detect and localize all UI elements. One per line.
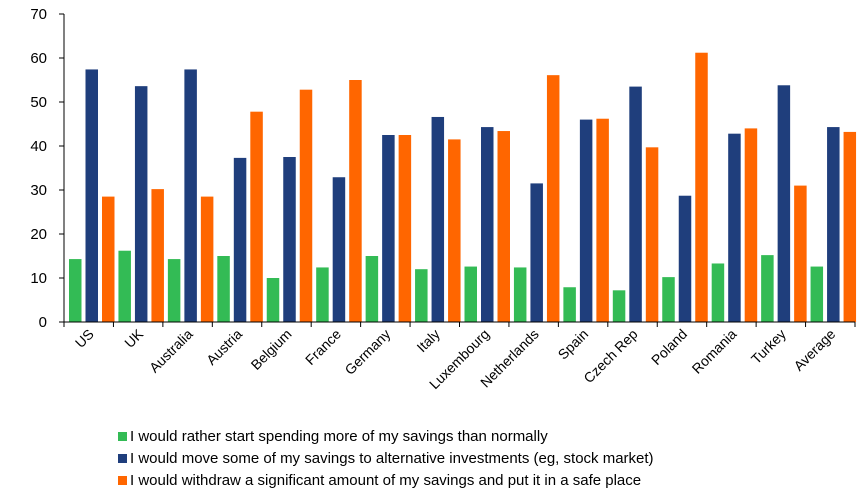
x-tick-label: France (302, 326, 344, 368)
x-tick-label: Austria (203, 326, 245, 368)
x-tick-label: US (72, 326, 97, 351)
bar (167, 259, 181, 322)
y-tick-label: 60 (30, 50, 47, 67)
x-tick-label: Czech Rep (580, 326, 640, 386)
bar (695, 52, 708, 322)
bar (497, 131, 510, 322)
bar (678, 195, 692, 322)
bar (645, 147, 659, 322)
legend-item: I would rather start spending more of my… (118, 425, 654, 447)
y-tick-label: 10 (30, 270, 47, 287)
x-tick-label: Italy (413, 326, 442, 355)
bar (761, 255, 774, 322)
x-tick-label: Turkey (748, 326, 789, 367)
y-tick-label: 30 (30, 182, 47, 199)
bar (118, 250, 131, 322)
bar (711, 263, 725, 322)
bar (102, 196, 115, 322)
y-tick-label: 0 (39, 314, 47, 331)
bar (415, 269, 428, 322)
legend-item: I would move some of my savings to alter… (118, 447, 654, 469)
bar (134, 86, 148, 322)
bar (200, 196, 214, 322)
bars-layer (69, 52, 857, 323)
x-tick-label: Belgium (248, 326, 295, 373)
bar (662, 277, 675, 322)
x-tick-label: Australia (146, 326, 196, 376)
y-tick-label: 20 (30, 226, 47, 243)
bar (728, 133, 741, 322)
x-tick-label: Spain (555, 326, 592, 363)
x-tick-label: Romania (689, 326, 740, 377)
x-tick-label: Average (790, 326, 838, 374)
bar (843, 131, 857, 322)
legend-label: I would withdraw a significant amount of… (130, 471, 642, 489)
bar (349, 80, 362, 322)
bar (283, 157, 296, 322)
y-tick-label: 40 (30, 138, 47, 155)
bar (316, 267, 329, 322)
bar (530, 183, 543, 322)
bar (69, 259, 82, 322)
bar (448, 139, 461, 322)
legend-label: I would move some of my savings to alter… (130, 449, 654, 467)
bar (464, 266, 477, 322)
bar (827, 127, 840, 322)
x-tick-label: Poland (648, 326, 690, 368)
bar (332, 177, 346, 322)
bar (299, 89, 313, 323)
legend-label: I would rather start spending more of my… (130, 427, 548, 445)
chart-legend: I would rather start spending more of my… (118, 425, 654, 491)
bar (151, 189, 164, 322)
bar (513, 267, 527, 322)
bar (250, 111, 263, 323)
bar (431, 116, 445, 323)
bar (398, 135, 412, 322)
bar (629, 86, 642, 322)
legend-swatch-icon (118, 453, 127, 463)
x-tick-label: UK (121, 325, 147, 351)
bar (612, 290, 626, 322)
bar (546, 75, 560, 322)
legend-swatch-icon (118, 431, 127, 441)
bar (579, 119, 593, 322)
bar (744, 128, 758, 322)
bar (365, 256, 379, 322)
bar (596, 118, 609, 322)
bar (777, 85, 791, 322)
bar (184, 69, 197, 322)
y-tick-label: 50 (30, 94, 47, 111)
bar (794, 185, 807, 322)
legend-item: I would withdraw a significant amount of… (118, 469, 654, 491)
bar (481, 127, 494, 322)
bar (217, 256, 230, 322)
bar (266, 278, 280, 322)
bar (382, 135, 395, 322)
bar-chart: 0 10 20 30 40 50 60 70 US UK Australia Austria Belgi… (30, 6, 857, 392)
x-tick-label: Germany (341, 326, 393, 378)
legend-swatch-icon (118, 475, 127, 485)
y-tick-label: 70 (30, 6, 47, 23)
bar (563, 287, 576, 322)
bar (85, 69, 98, 322)
bar (233, 157, 247, 322)
bar (810, 266, 824, 322)
axes-layer (59, 13, 856, 327)
